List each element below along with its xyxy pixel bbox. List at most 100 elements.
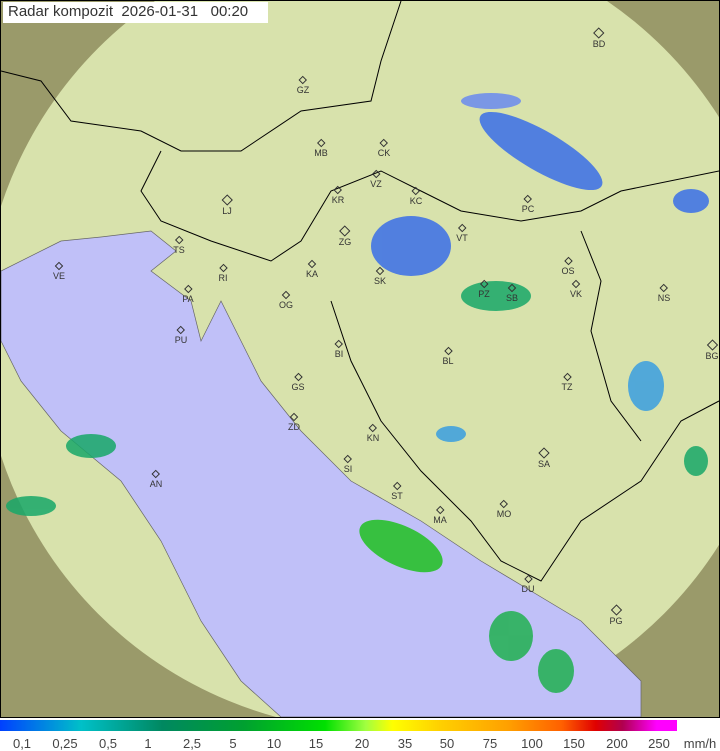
city-label: PC [521,204,535,214]
city-bd: BD [592,27,606,49]
city-ts: TS [173,235,185,255]
city-diamond-icon [343,454,353,464]
city-label: ZD [288,422,300,432]
city-an: AN [149,469,163,489]
city-label: PZ [478,289,490,299]
city-label: AN [149,479,163,489]
city-diamond-icon [334,339,344,349]
city-label: KA [305,269,319,279]
city-label: SI [343,464,353,474]
city-vz: VZ [370,169,382,189]
city-diamond-icon [523,574,533,584]
city-diamond-icon [659,283,669,293]
legend-tick: 0,1 [12,736,32,751]
city-zd: ZD [288,412,300,432]
legend-tick: 5 [229,736,237,751]
city-label: PA [182,294,194,304]
city-diamond-icon [281,290,291,300]
city-label: KN [366,433,380,443]
border [140,150,720,262]
city-label: GZ [296,85,310,95]
city-diamond-icon [174,235,184,245]
city-st: ST [391,481,403,501]
city-label: KC [409,196,423,206]
city-tz: TZ [561,372,573,392]
city-label: BL [442,356,454,366]
city-label: ST [391,491,403,501]
city-diamond-icon [435,505,445,515]
city-label: SK [373,276,387,286]
city-pa: PA [182,284,194,304]
legend-tick: 10 [266,736,282,751]
city-label: SA [537,459,551,469]
city-diamond-icon [298,75,308,85]
city-diamond-icon [563,256,573,266]
map-canvas [0,0,720,731]
legend-tick: 150 [563,736,585,751]
border [330,300,720,582]
city-kr: KR [332,185,344,205]
city-vt: VT [456,223,468,243]
city-diamond-icon [562,372,572,382]
city-diamond-icon [411,186,421,196]
city-sk: SK [373,266,387,286]
city-diamond-icon [499,499,509,509]
city-diamond-icon [151,469,161,479]
city-diamond-icon [176,325,186,335]
city-diamond-icon [392,481,402,491]
city-ve: VE [52,261,66,281]
legend-tick: 0,25 [52,736,78,751]
city-vk: VK [570,279,582,299]
city-label: BI [334,349,344,359]
city-diamond-icon [289,412,299,422]
city-label: MB [314,148,328,158]
city-diamond-icon [379,138,389,148]
city-ri: RI [218,263,228,283]
city-kn: KN [366,423,380,443]
city-label: VE [52,271,66,281]
city-zg: ZG [338,225,352,247]
city-bi: BI [334,339,344,359]
city-diamond-icon [571,279,581,289]
city-diamond-icon [307,259,317,269]
city-du: DU [522,574,535,594]
legend-tick: 15 [308,736,324,751]
city-pg: PG [609,604,623,626]
city-si: SI [343,454,353,474]
city-diamond-icon [538,447,550,459]
city-diamond-icon [457,223,467,233]
city-label: BG [705,351,719,361]
city-diamond-icon [375,266,385,276]
city-diamond-icon [316,138,326,148]
city-label: PG [609,616,623,626]
city-bg: BG [705,339,719,361]
radar-map[interactable]: Radar kompozit 2026-01-31 00:20 GZ MB CK VZ… [0,0,720,731]
city-ka: KA [305,259,319,279]
legend-tick: 35 [397,736,413,751]
city-label: BD [592,39,606,49]
legend-tick: 20 [354,736,370,751]
city-label: TZ [561,382,573,392]
city-pc: PC [521,194,535,214]
city-diamond-icon [371,169,381,179]
city-diamond-icon [218,263,228,273]
city-diamond-icon [443,346,453,356]
legend-tick: 0,5 [98,736,118,751]
city-mb: MB [314,138,328,158]
city-diamond-icon [339,225,351,237]
city-diamond-icon [610,604,622,616]
city-diamond-icon [333,185,343,195]
city-label: RI [218,273,228,283]
city-diamond-icon [368,423,378,433]
city-mo: MO [496,499,512,519]
city-label: MO [496,509,512,519]
legend-unit: mm/h [683,736,717,751]
city-diamond-icon [706,339,718,351]
city-diamond-icon [183,284,193,294]
legend-color-bar [0,720,677,731]
city-label: PU [174,335,188,345]
city-kc: KC [409,186,423,206]
city-label: ZG [338,237,352,247]
city-lj: LJ [221,194,233,216]
legend-tick: 2,5 [182,736,202,751]
